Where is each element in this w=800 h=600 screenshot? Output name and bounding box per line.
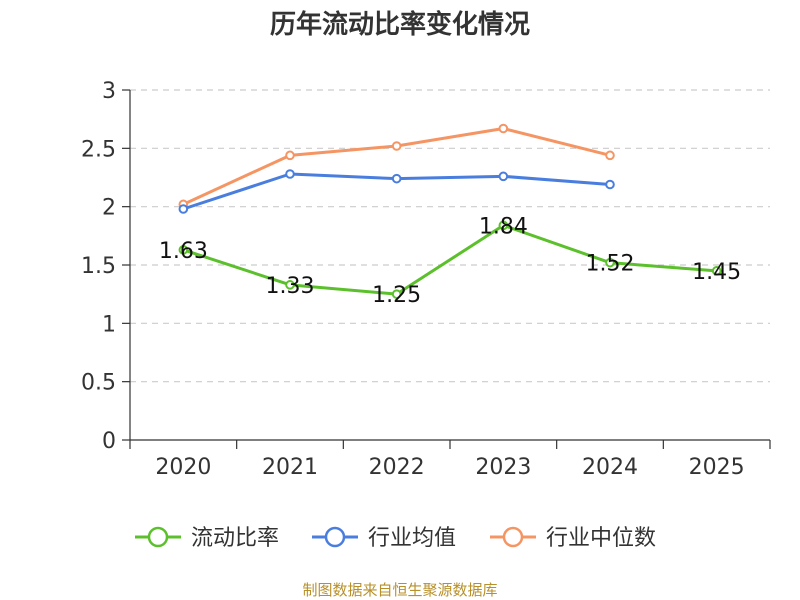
- series-1: 1.63 1.33 1.25 1.84 1.52 1.45: [159, 214, 741, 308]
- grid-lines: [130, 89, 770, 383]
- y-tick-label: 3: [102, 79, 116, 104]
- data-label: 1.45: [692, 260, 741, 285]
- series-3: [178, 123, 615, 210]
- data-point[interactable]: [605, 179, 615, 190]
- data-point[interactable]: [391, 289, 402, 299]
- y-tick-label: 2.5: [81, 137, 116, 162]
- legend-item-3[interactable]: 行业中位数: [490, 526, 656, 551]
- data-point[interactable]: [285, 150, 295, 161]
- data-point[interactable]: [178, 245, 189, 255]
- data-point[interactable]: [285, 280, 295, 290]
- chart-title: 历年流动比率变化情况: [270, 9, 530, 40]
- series-2: [178, 169, 615, 214]
- legend-item-1[interactable]: 流动比率: [135, 526, 279, 551]
- data-point[interactable]: [285, 169, 295, 179]
- data-point[interactable]: [391, 173, 402, 184]
- legend-item-2[interactable]: 行业均值: [312, 526, 456, 551]
- legend-marker: [147, 526, 169, 548]
- x-tick-label: 2020: [155, 455, 211, 480]
- data-point[interactable]: [498, 220, 509, 231]
- legend-label: 流动比率: [191, 526, 279, 551]
- data-label: 1.84: [479, 214, 528, 239]
- legend-label: 行业中位数: [546, 526, 656, 551]
- legend[interactable]: 流动比率 行业均值 行业中位数: [135, 526, 656, 551]
- data-point[interactable]: [498, 123, 509, 134]
- legend-label: 行业均值: [368, 526, 456, 551]
- legend-marker: [502, 526, 524, 548]
- y-tick-label: 0: [102, 429, 116, 454]
- y-tick-label: 0.5: [81, 371, 116, 396]
- x-tick-label: 2022: [369, 455, 425, 480]
- x-tick-label: 2024: [582, 455, 638, 480]
- series-group: 1.63 1.33 1.25 1.84 1.52 1.45: [159, 123, 741, 308]
- y-tick-label: 1: [102, 312, 116, 337]
- x-tick-label: 2021: [262, 455, 318, 480]
- y-tick-label: 2: [102, 196, 116, 221]
- legend-marker: [324, 526, 346, 548]
- y-tick-label: 1.5: [81, 254, 116, 279]
- source-note: 制图数据来自恒生聚源数据库: [302, 581, 497, 599]
- x-tick-label: 2025: [689, 455, 745, 480]
- data-point[interactable]: [605, 150, 615, 161]
- data-point[interactable]: [711, 266, 722, 276]
- data-point[interactable]: [178, 204, 189, 214]
- x-tick-label: 2023: [475, 455, 531, 480]
- data-point[interactable]: [391, 141, 402, 151]
- data-label: 1.25: [372, 283, 421, 308]
- data-label: 1.33: [266, 274, 315, 299]
- data-point[interactable]: [605, 257, 615, 268]
- data-point[interactable]: [498, 171, 509, 182]
- data-label: 1.52: [586, 252, 635, 277]
- series-line: [182, 127, 611, 206]
- data-label: 1.63: [159, 239, 208, 264]
- series-line: [182, 223, 717, 296]
